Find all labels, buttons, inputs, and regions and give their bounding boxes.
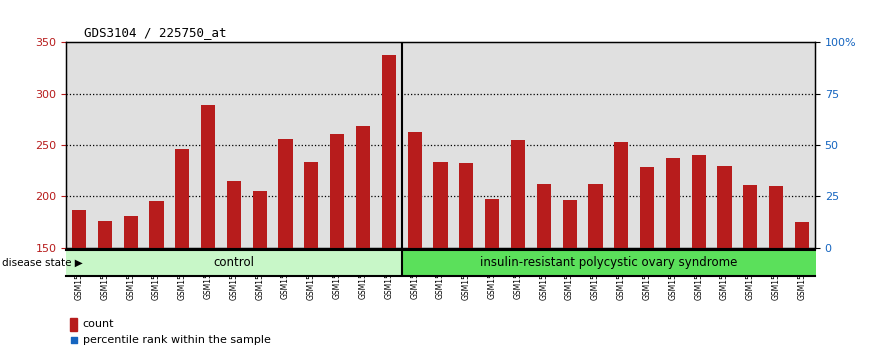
Bar (562, 200, 577, 354)
Bar (356, 126, 370, 354)
Bar (123, 216, 137, 354)
Bar (304, 161, 319, 354)
Bar (278, 139, 292, 354)
Bar (589, 184, 603, 354)
Text: disease state ▶: disease state ▶ (2, 258, 83, 268)
Point (67, 337, 81, 343)
Bar (769, 186, 783, 354)
Text: control: control (213, 256, 255, 269)
Bar (537, 184, 551, 354)
Bar (614, 142, 628, 354)
Text: count: count (83, 319, 114, 329)
Bar (201, 105, 215, 354)
Bar (72, 210, 86, 354)
Bar (511, 140, 525, 354)
Bar (98, 221, 112, 354)
Bar (640, 167, 655, 354)
Bar (459, 162, 473, 354)
Bar (717, 166, 731, 354)
Bar (253, 191, 267, 354)
Text: insulin-resistant polycystic ovary syndrome: insulin-resistant polycystic ovary syndr… (479, 256, 737, 269)
Bar (692, 155, 706, 354)
Bar (226, 181, 241, 354)
Bar (666, 159, 680, 354)
Text: GDS3104 / 225750_at: GDS3104 / 225750_at (84, 26, 226, 39)
Bar (408, 132, 422, 354)
Bar (744, 185, 758, 354)
Bar (433, 161, 448, 354)
Bar (485, 199, 500, 354)
Bar (70, 318, 78, 331)
Text: percentile rank within the sample: percentile rank within the sample (83, 335, 270, 345)
Bar (175, 149, 189, 354)
Bar (795, 222, 809, 354)
Bar (381, 55, 396, 354)
Bar (150, 201, 164, 354)
Bar (330, 134, 344, 354)
